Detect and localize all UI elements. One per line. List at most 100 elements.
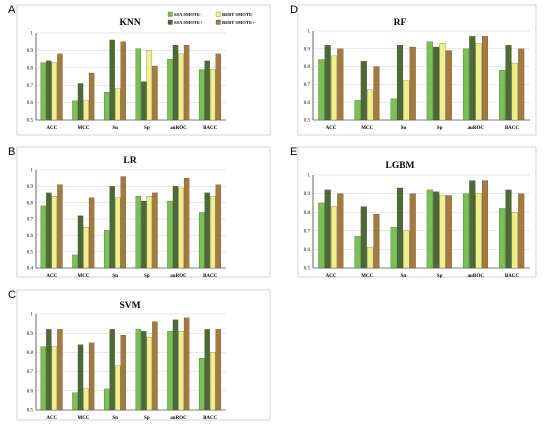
bar-ssa-smote--bacc bbox=[198, 69, 205, 121]
bar-bert-smote--auroc bbox=[481, 180, 489, 269]
bar-bert-smote--sn bbox=[120, 41, 126, 121]
panel-letter: E bbox=[290, 146, 297, 158]
y-tick-label: 0.8 bbox=[27, 351, 34, 356]
bar-bert-smote--sn bbox=[115, 197, 121, 269]
panel-e-lgbm: E LGBM 0.5 0.6 0.7 0.8 0.9 1 ACC MCC Sn Sp auROC BACC bbox=[290, 146, 537, 279]
bar-ssa-smote--bacc bbox=[198, 212, 205, 269]
bar-ssa-smote--auroc bbox=[167, 200, 173, 269]
bar-ssa-smote--sn bbox=[103, 230, 110, 269]
x-category-label: Sn bbox=[112, 416, 118, 421]
bar-bert-smote--auroc bbox=[178, 53, 184, 121]
x-category-label: BACC bbox=[203, 274, 218, 279]
x-category-label: Sn bbox=[401, 274, 407, 279]
bar-bert-smote--sn bbox=[115, 88, 121, 121]
bar-ssa-smote--mcc bbox=[354, 236, 361, 269]
bar-bert-smote--sp bbox=[439, 43, 446, 121]
legend-label: SSA SMOTE+ bbox=[174, 20, 203, 25]
bar-bert-smote--acc bbox=[330, 206, 338, 269]
x-category-label: Sp bbox=[144, 126, 150, 131]
bar-ssa-smote--mcc bbox=[360, 61, 367, 121]
bar-bert-smote--acc bbox=[51, 196, 58, 269]
bar-bert-smote--bacc bbox=[210, 196, 216, 269]
bar-ssa-smote--acc bbox=[324, 189, 331, 269]
bar-ssa-smote--bacc bbox=[499, 208, 506, 269]
bar-bert-smote--sp bbox=[146, 336, 153, 411]
y-tick-label: 0.6 bbox=[27, 101, 34, 106]
chart-title: KNN bbox=[119, 18, 140, 28]
bar-bert-smote--auroc bbox=[183, 178, 190, 269]
x-category-label: ACC bbox=[326, 274, 337, 279]
bar-ssa-smote--sp bbox=[135, 196, 141, 269]
bar-bert-smote--bacc bbox=[518, 48, 525, 121]
bar-bert-smote--mcc bbox=[367, 89, 374, 121]
bar-ssa-smote--acc bbox=[46, 329, 52, 411]
bar-bert-smote--sp bbox=[152, 65, 158, 121]
bar-ssa-smote--sn bbox=[103, 92, 110, 121]
y-tick-label: 1 bbox=[31, 313, 34, 318]
bar-bert-smote--auroc bbox=[178, 331, 184, 411]
legend-swatch bbox=[167, 11, 173, 17]
bar-ssa-smote--auroc bbox=[167, 331, 173, 411]
x-category-label: ACC bbox=[46, 126, 57, 131]
bar-ssa-smote--sn bbox=[396, 187, 404, 269]
x-category-label: Sp bbox=[437, 126, 443, 131]
legend-label: SSA SMOTE- bbox=[174, 12, 202, 17]
panel-letter: B bbox=[8, 146, 15, 158]
bar-bert-smote--acc bbox=[51, 62, 58, 121]
chart-title: LR bbox=[123, 156, 136, 166]
y-tick-label: 0.6 bbox=[304, 101, 311, 106]
x-category-label: auROC bbox=[468, 126, 485, 131]
bar-bert-smote--auroc bbox=[475, 193, 482, 269]
bar-ssa-smote--mcc bbox=[77, 83, 84, 121]
y-tick-label: 0.5 bbox=[304, 267, 311, 272]
x-category-label: ACC bbox=[326, 126, 337, 131]
bar-bert-smote--mcc bbox=[373, 213, 380, 269]
panel-letter: D bbox=[290, 4, 298, 16]
bar-ssa-smote--sp bbox=[426, 41, 433, 121]
bar-ssa-smote--auroc bbox=[462, 48, 470, 121]
bar-bert-smote--bacc bbox=[215, 329, 221, 411]
bar-bert-smote--auroc bbox=[481, 36, 489, 121]
y-tick-label: 0.5 bbox=[304, 119, 311, 124]
bar-bert-smote--acc bbox=[51, 346, 58, 411]
legend-swatch bbox=[215, 11, 221, 17]
bar-bert-smote--sn bbox=[409, 193, 416, 269]
legend: SSA SMOTE- BERT SMOTE- SSA SMOTE+ BERT SMOT… bbox=[167, 11, 255, 25]
y-tick-label: 0.9 bbox=[27, 185, 34, 190]
bar-bert-smote--acc bbox=[57, 329, 63, 411]
bar-bert-smote--bacc bbox=[511, 212, 518, 269]
bar-bert-smote--sp bbox=[152, 321, 158, 411]
y-tick-label: 0.7 bbox=[304, 83, 311, 88]
bar-ssa-smote--auroc bbox=[469, 180, 476, 269]
y-tick-label: 1 bbox=[31, 32, 34, 37]
bar-bert-smote--sn bbox=[403, 80, 410, 121]
y-tick-label: 0.5 bbox=[27, 250, 34, 255]
bar-ssa-smote--bacc bbox=[204, 60, 210, 121]
x-category-label: BACC bbox=[203, 126, 218, 131]
bar-bert-smote--mcc bbox=[83, 100, 89, 121]
bar-ssa-smote--sp bbox=[433, 46, 440, 121]
bar-bert-smote--auroc bbox=[183, 317, 190, 411]
x-category-label: MCC bbox=[78, 274, 90, 279]
chart-title: RF bbox=[394, 18, 407, 28]
bar-bert-smote--bacc bbox=[210, 69, 216, 121]
legend-label: BERT SMOTE- bbox=[222, 12, 254, 17]
x-category-label: auROC bbox=[170, 274, 187, 279]
x-category-label: auROC bbox=[468, 274, 485, 279]
y-tick-label: 0.8 bbox=[304, 211, 311, 216]
bar-bert-smote--sp bbox=[445, 50, 452, 121]
bar-bert-smote--sp bbox=[146, 50, 153, 121]
panel-a-knn: A KNN 0.5 0.6 0.7 0.8 0.9 1 ACC MCC Sn Sp auROC BACC S… bbox=[8, 4, 271, 136]
y-tick-label: 0.7 bbox=[27, 218, 34, 223]
bar-ssa-smote--bacc bbox=[505, 189, 512, 269]
bar-bert-smote--acc bbox=[337, 48, 344, 121]
x-category-label: Sp bbox=[437, 274, 443, 279]
bar-ssa-smote--mcc bbox=[72, 392, 78, 411]
bar-bert-smote--bacc bbox=[215, 184, 221, 269]
x-category-label: BACC bbox=[505, 274, 520, 279]
bar-ssa-smote--sp bbox=[135, 329, 141, 411]
bar-ssa-smote--sp bbox=[141, 200, 147, 269]
bar-ssa-smote--acc bbox=[318, 59, 325, 121]
y-tick-label: 0.8 bbox=[304, 65, 311, 70]
